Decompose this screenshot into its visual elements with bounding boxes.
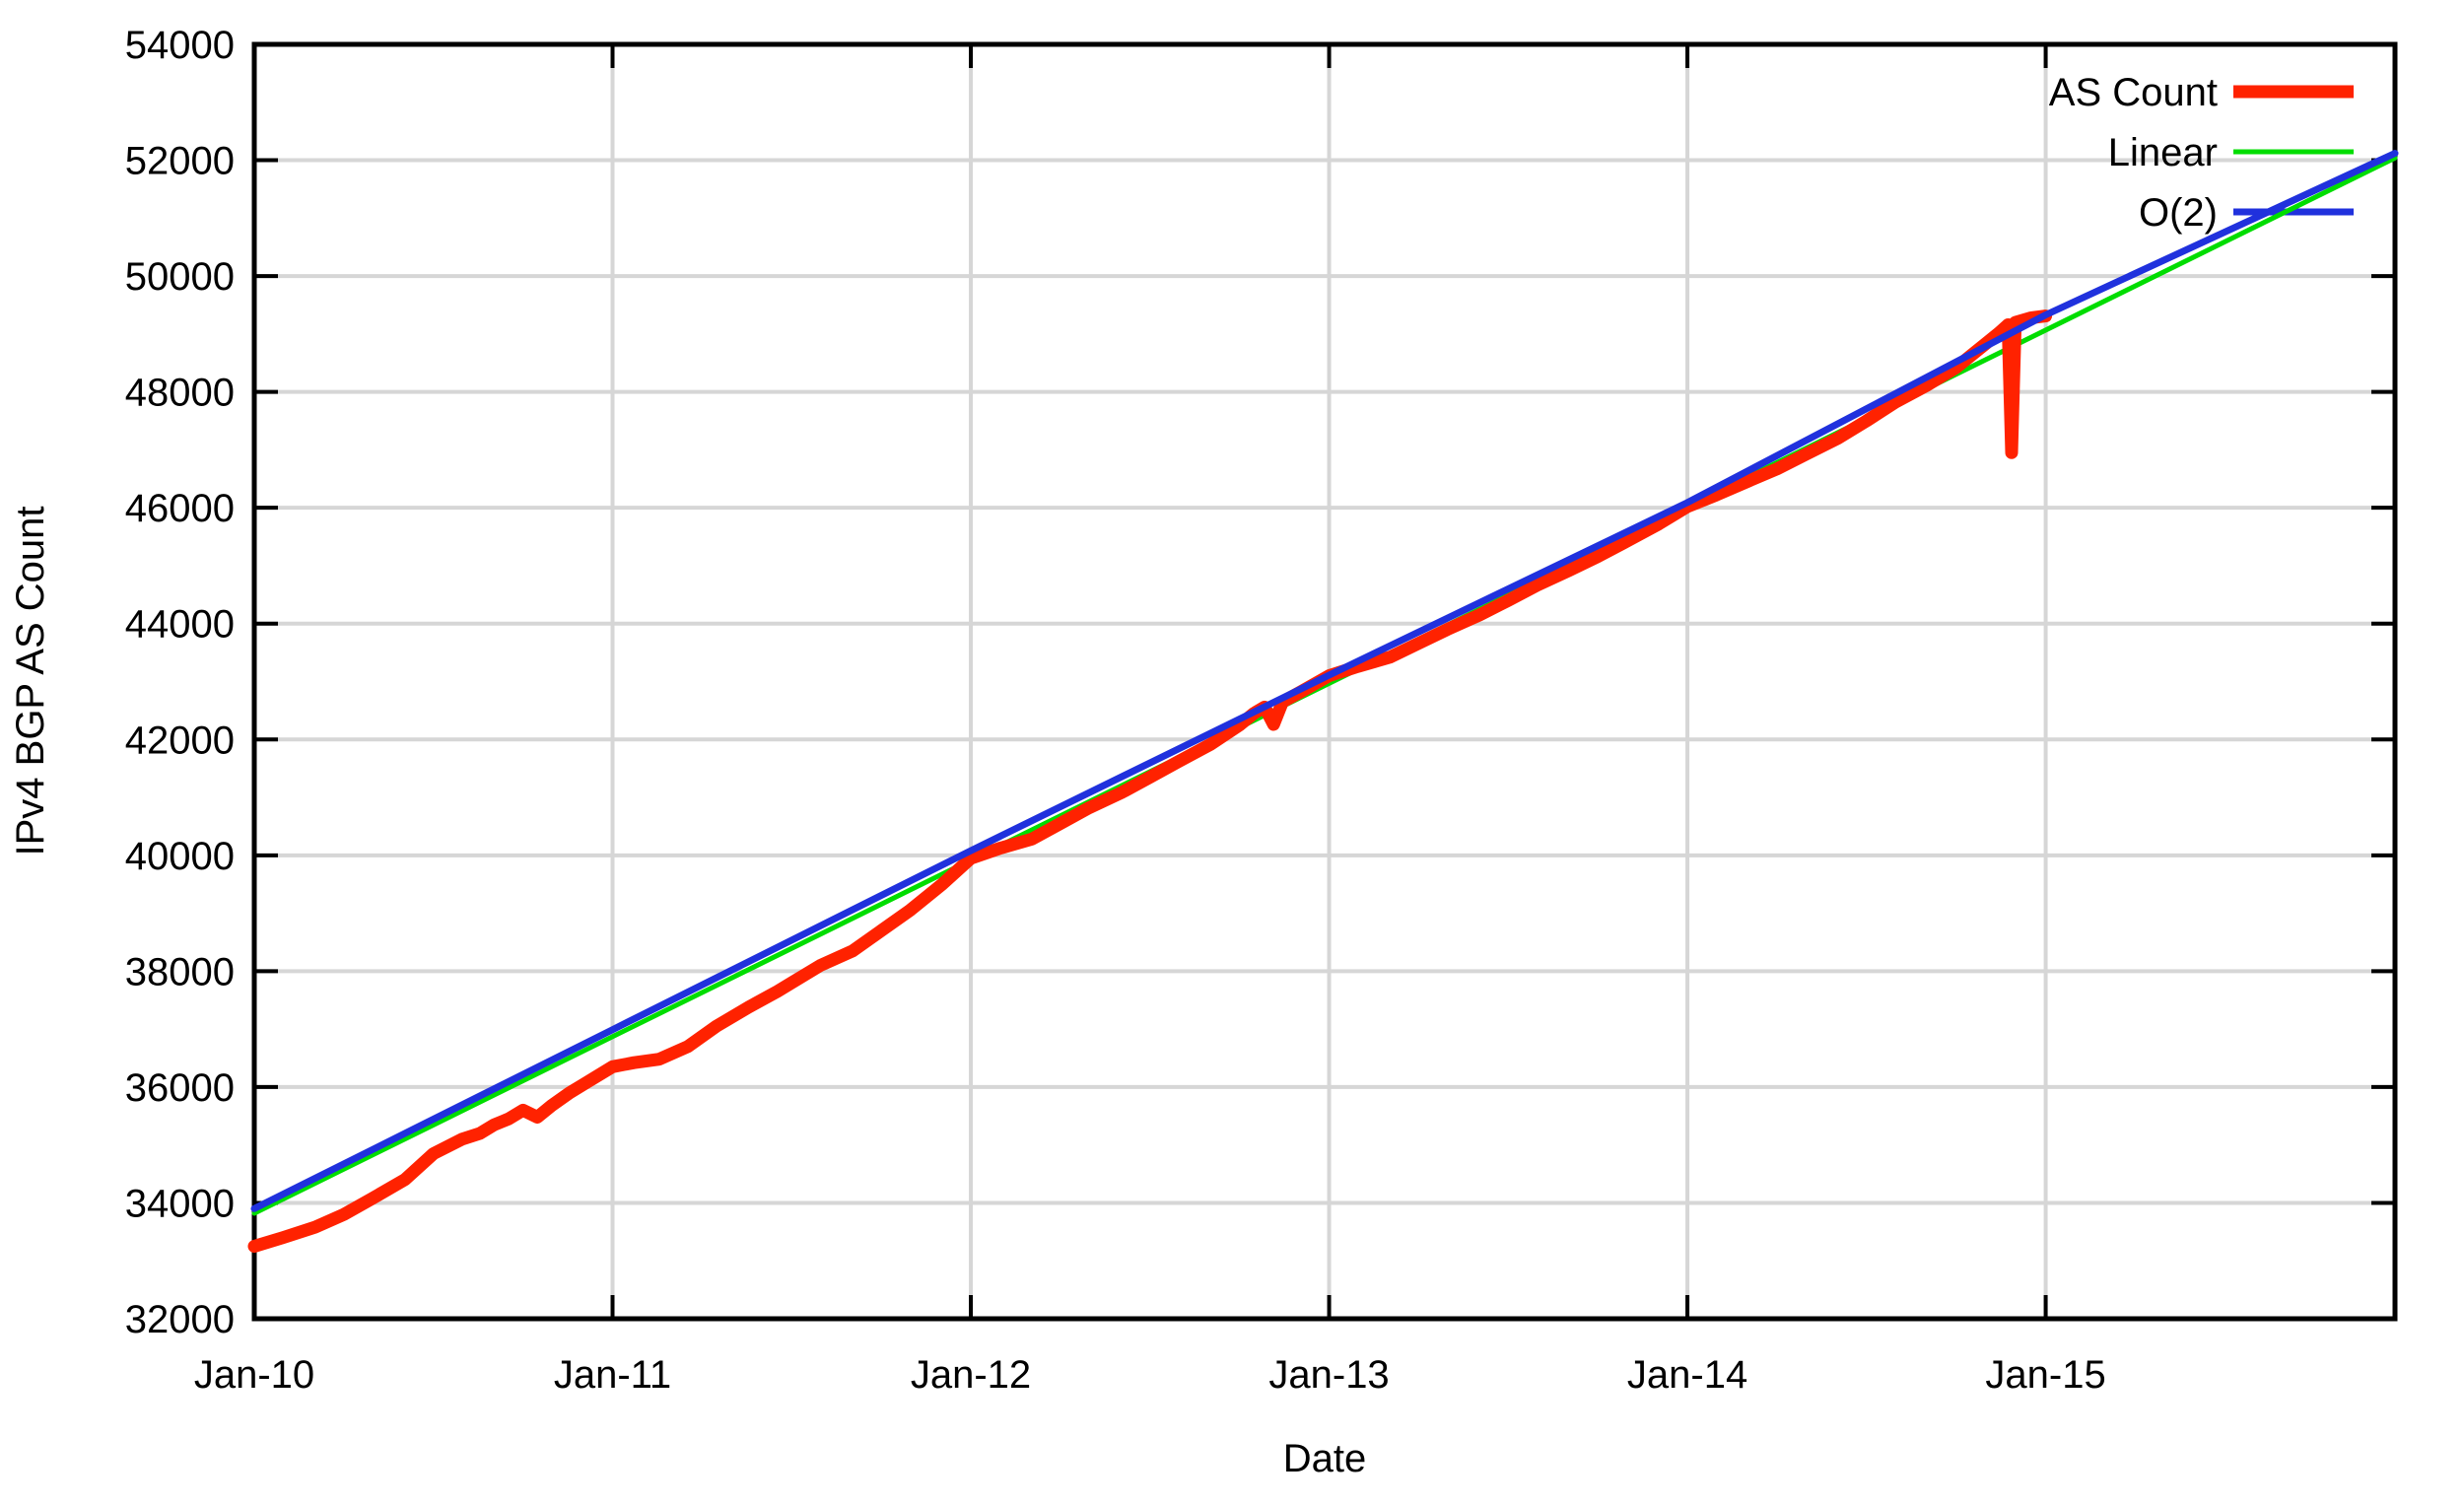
- y-tick-label: 44000: [125, 603, 235, 647]
- data-series: [247, 150, 2399, 1253]
- plot-border: [251, 41, 2398, 1322]
- y-tick-label: 40000: [125, 835, 235, 878]
- x-tick-label: Jan-14: [1627, 1353, 1747, 1397]
- x-tick-label: Jan-12: [911, 1353, 1031, 1397]
- y-tick-label: 50000: [125, 255, 235, 299]
- x-axis-title: Date: [1283, 1437, 1367, 1480]
- legend-label-as-count: AS Count: [2049, 71, 2218, 114]
- y-axis-title: IPv4 BGP AS Count: [9, 506, 52, 856]
- y-tick-label: 42000: [125, 719, 235, 762]
- y-tick-label: 32000: [125, 1298, 235, 1341]
- x-tick-label: Jan-13: [1268, 1353, 1389, 1397]
- y-tick-label: 36000: [125, 1066, 235, 1110]
- legend-label-linear: Linear: [2108, 131, 2218, 174]
- series-as-count: [247, 309, 2053, 1253]
- x-tick-label: Jan-15: [1985, 1353, 2105, 1397]
- series-o-2-: [250, 150, 2399, 1212]
- y-tick-label: 34000: [125, 1182, 235, 1225]
- x-tick-labels: Jan-10 Jan-11 Jan-12 Jan-13 Jan-14 Jan-15: [194, 1353, 2106, 1397]
- y-tick-labels: 32000 34000 36000 38000 40000 42000 44000 46000…: [125, 24, 235, 1341]
- x-tick-label: Jan-10: [194, 1353, 314, 1397]
- y-tick-label: 54000: [125, 24, 235, 67]
- legend: AS Count Linear O(2): [2049, 71, 2354, 235]
- y-tick-label: 52000: [125, 140, 235, 183]
- y-tick-label: 48000: [125, 372, 235, 415]
- legend-label-o-2-: O(2): [2139, 191, 2218, 235]
- y-tick-label: 46000: [125, 487, 235, 530]
- y-tick-label: 38000: [125, 950, 235, 993]
- x-tick-label: Jan-11: [554, 1353, 671, 1397]
